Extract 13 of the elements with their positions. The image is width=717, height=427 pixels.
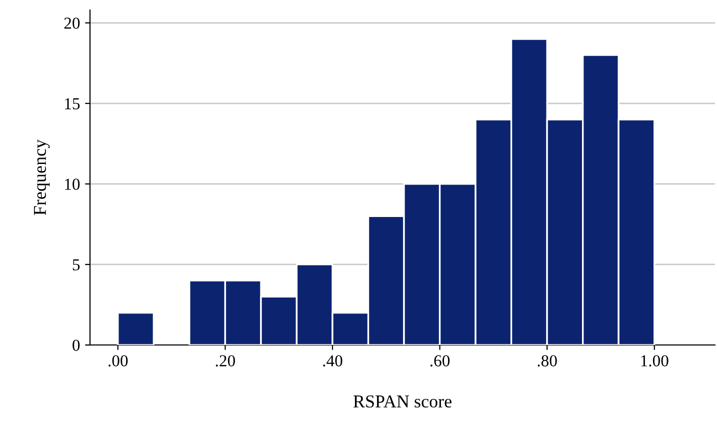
y-tick-label: 0 xyxy=(72,340,80,351)
y-tick-label: 15 xyxy=(65,98,80,110)
x-tick-label: .40 xyxy=(323,355,342,367)
y-axis-title: Frequency xyxy=(34,139,50,216)
x-tick-label: .60 xyxy=(430,355,450,367)
y-tick-label: 20 xyxy=(64,18,80,29)
x-tick-label: 1.00 xyxy=(641,355,668,367)
x-tick-label: .80 xyxy=(538,355,557,367)
y-tick-label: 10 xyxy=(65,178,80,190)
x-axis-title: RSPAN score xyxy=(353,395,452,408)
x-tick-label: .20 xyxy=(216,355,235,367)
x-tick-label: .00 xyxy=(108,355,128,367)
y-tick-label: 5 xyxy=(72,259,80,270)
